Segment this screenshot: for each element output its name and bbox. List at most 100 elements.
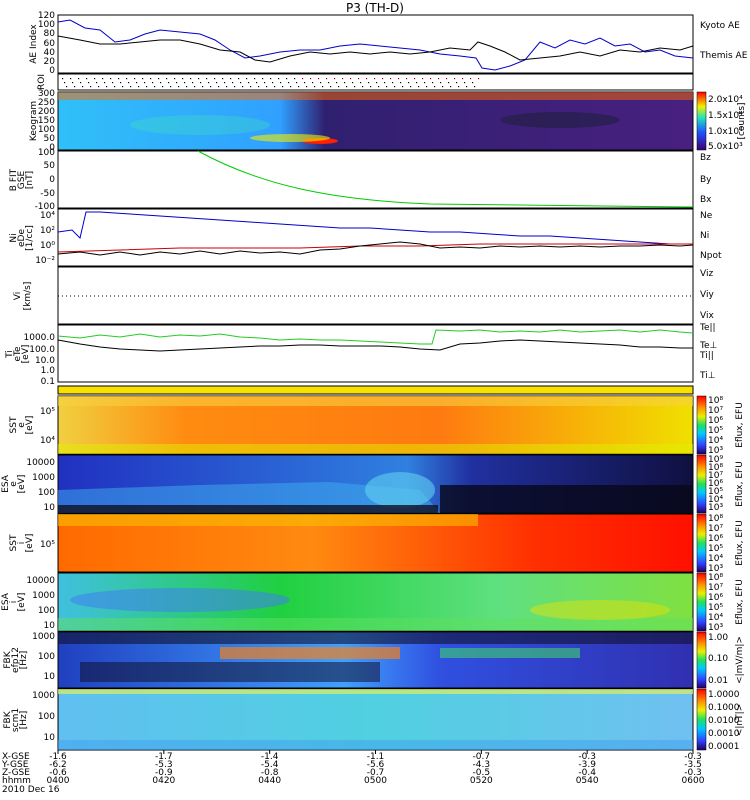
sst-i-axis-sublabel: i bbox=[17, 542, 27, 545]
roi-dot bbox=[272, 82, 274, 84]
roi-dot bbox=[146, 86, 148, 88]
esa-i-axis-unit: [eV] bbox=[17, 593, 27, 612]
roi-dot bbox=[298, 86, 300, 88]
kyoto-ae-legend: Kyoto AE bbox=[700, 21, 740, 31]
roi-dot bbox=[128, 82, 130, 84]
fbk-b-tick: 100 bbox=[38, 712, 55, 722]
roi-dot bbox=[370, 86, 372, 88]
bfield-axis-label: B FIT bbox=[9, 168, 19, 191]
roi-dot bbox=[152, 82, 154, 84]
time-tick-label: 0520 bbox=[470, 776, 493, 786]
roi-dot bbox=[234, 86, 236, 88]
esa-e-cbar-tick: 10⁷ bbox=[708, 471, 723, 481]
temp-tick: 1.0 bbox=[41, 366, 56, 376]
position-value: -0.7 bbox=[473, 752, 491, 762]
keogram-cbar-tick: 1.5x10⁴ bbox=[708, 111, 743, 121]
fbk-b-axis-unit: [Hz] bbox=[19, 711, 29, 730]
esa-e-panel: 10000 1000 100 10 ESA e [eV] 10⁹ 10⁸ 10⁷… bbox=[1, 454, 745, 514]
by-legend: By bbox=[700, 175, 712, 185]
roi-dot bbox=[346, 86, 348, 88]
roi-dot bbox=[262, 78, 264, 80]
density-panel: 10⁴ 10² 10⁰ 10⁻² Ni eDe [1/cc] Ne Ni Npo… bbox=[9, 208, 722, 267]
position-value: -5.3 bbox=[155, 760, 173, 770]
keogram-tick: 50 bbox=[44, 134, 56, 144]
roi-dot bbox=[294, 78, 296, 80]
esa-e-tick: 100 bbox=[38, 488, 55, 498]
sst-i-tick: 10⁵ bbox=[40, 540, 55, 550]
roi-dot bbox=[82, 86, 84, 88]
roi-dot bbox=[248, 82, 250, 84]
roi-dot bbox=[74, 86, 76, 88]
roi-dot bbox=[410, 86, 412, 88]
roi-dot bbox=[394, 86, 396, 88]
roi-dot bbox=[208, 82, 210, 84]
roi-dot bbox=[358, 78, 360, 80]
ne-legend: Ne bbox=[700, 211, 713, 221]
fbk-b-cbar-tick: 1.0000 bbox=[708, 690, 740, 700]
roi-dot bbox=[110, 78, 112, 80]
position-value: -0.8 bbox=[261, 768, 279, 778]
roi-dot bbox=[342, 78, 344, 80]
ae-tick: 60 bbox=[44, 39, 56, 49]
roi-dot bbox=[94, 78, 96, 80]
roi-dot bbox=[216, 82, 218, 84]
roi-dot bbox=[66, 86, 68, 88]
roi-dot bbox=[154, 86, 156, 88]
roi-dot bbox=[250, 86, 252, 88]
roi-dot bbox=[224, 82, 226, 84]
bx-legend: Bx bbox=[700, 195, 712, 205]
esa-i-tick: 100 bbox=[38, 606, 55, 616]
roi-dot bbox=[406, 78, 408, 80]
ae-axis-label: AE Index bbox=[29, 24, 39, 64]
roi-dot bbox=[226, 86, 228, 88]
roi-dot bbox=[354, 86, 356, 88]
roi-dot bbox=[142, 78, 144, 80]
esa-i-cbar-tick: 10⁶ bbox=[708, 593, 723, 603]
roi-dot bbox=[138, 86, 140, 88]
npot-legend: Npot bbox=[700, 251, 722, 261]
roi-dot bbox=[398, 78, 400, 80]
roi-dot bbox=[158, 78, 160, 80]
position-value: -3.5 bbox=[684, 760, 702, 770]
esa-e-tick: 10000 bbox=[26, 458, 55, 468]
roi-dot bbox=[102, 78, 104, 80]
roi-dot bbox=[290, 86, 292, 88]
roi-dot bbox=[466, 86, 468, 88]
roi-dot bbox=[98, 86, 100, 88]
roi-dot bbox=[374, 78, 376, 80]
ae-tick: 20 bbox=[44, 57, 56, 67]
row-label-ygse: Y-GSE bbox=[1, 760, 29, 770]
bfield-tick: -50 bbox=[40, 189, 55, 199]
fbk-e-tick: 10 bbox=[44, 672, 56, 682]
keogram-tick: 150 bbox=[38, 116, 55, 126]
roi-dot bbox=[206, 78, 208, 80]
roi-dot bbox=[232, 82, 234, 84]
roi-dot bbox=[166, 78, 168, 80]
roi-dot bbox=[296, 82, 298, 84]
esa-e-tick: 10 bbox=[44, 503, 56, 513]
roi-dot bbox=[318, 78, 320, 80]
sst-e-axis-label: SST bbox=[9, 416, 19, 433]
roi-dot bbox=[256, 82, 258, 84]
esa-e-cbar-tick: 10⁴ bbox=[708, 495, 723, 505]
fbk-b-cbar-tick: 0.0100 bbox=[708, 716, 740, 726]
density-tick: 10² bbox=[40, 226, 55, 236]
roi-panel: ROI bbox=[37, 73, 694, 91]
separator-band bbox=[57, 385, 694, 395]
fbk-b-axis-label: FBK bbox=[3, 710, 13, 728]
roi-dot bbox=[306, 86, 308, 88]
fbk-e-axis-unit: [Hz] bbox=[19, 651, 29, 670]
date-label: 2010 Dec 16 bbox=[2, 785, 60, 795]
roi-dot bbox=[426, 86, 428, 88]
roi-dot bbox=[240, 82, 242, 84]
roi-dot bbox=[430, 78, 432, 80]
sst-i-colorbar bbox=[696, 513, 707, 573]
roi-dot bbox=[416, 82, 418, 84]
position-value: -0.6 bbox=[49, 768, 67, 778]
roi-dot bbox=[336, 82, 338, 84]
esa-e-cbar-tick: 10⁸ bbox=[708, 463, 723, 473]
esa-e-cbar-tick: 10⁹ bbox=[708, 455, 723, 465]
roi-dot bbox=[200, 82, 202, 84]
fbk-e-tick: 1000 bbox=[32, 632, 55, 642]
position-value: -3.9 bbox=[578, 760, 596, 770]
